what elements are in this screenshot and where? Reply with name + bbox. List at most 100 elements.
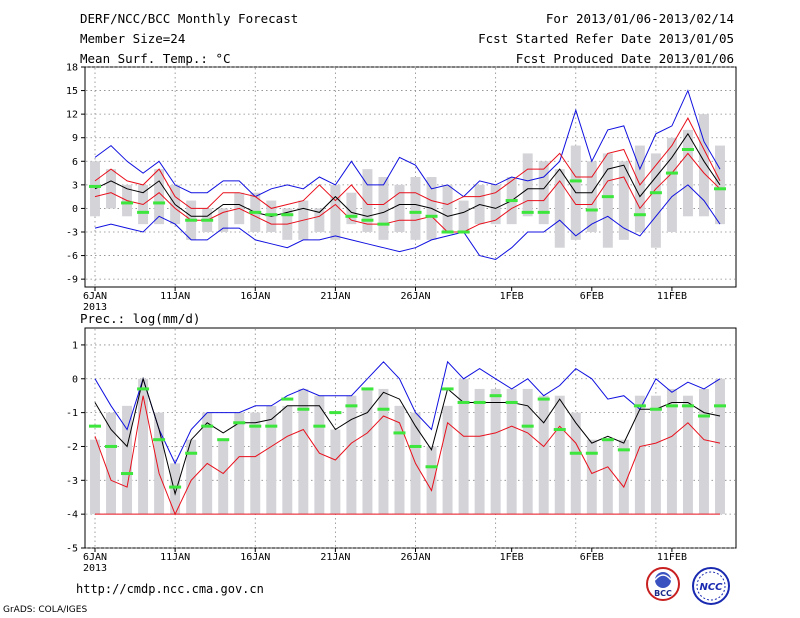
prec-observed-mark (137, 387, 150, 391)
temp-ytick-label: 18 (66, 63, 78, 74)
ncc-logo-ring (692, 567, 730, 605)
temp-spread-bar (666, 137, 677, 232)
temp-observed-mark (649, 191, 662, 195)
prec-spread-bar (394, 405, 405, 515)
prec-xtick-label: 6FEB (580, 552, 604, 563)
bcc-logo-swirl (654, 574, 672, 581)
prec-xtick-label: 16JAN (240, 552, 270, 563)
prec-spread-bar (90, 439, 100, 515)
temp-xtick-label: 11FEB (657, 291, 687, 302)
temp-observed-mark (281, 213, 294, 217)
prec-spread-bar (666, 388, 677, 515)
footer-url[interactable]: http://cmdp.ncc.cma.gov.cn (76, 582, 264, 596)
prec-spread-bar (122, 405, 133, 515)
temp-outer-min-line (94, 184, 721, 261)
prec-ytick-label: 0 (72, 374, 78, 385)
temp-spread-bar (602, 153, 613, 248)
temp-spread-bar (699, 114, 709, 217)
temp-spread-bar (634, 145, 645, 232)
prec-observed-mark (681, 404, 694, 408)
temp-observed-mark (441, 230, 454, 234)
prec-observed-mark (553, 428, 566, 432)
variable-label: Mean Surf. Temp.: °C (80, 51, 231, 66)
temp-observed-mark (153, 201, 166, 205)
prec-spread-bar (186, 439, 197, 515)
prec-observed-mark (121, 472, 134, 476)
prec-year-label: 2013 (83, 563, 107, 574)
prec-observed-mark (361, 387, 374, 391)
member-size: Member Size=24 (80, 31, 186, 46)
temp-panel: 18 15 12 9 6 3 0 -3 -6 -9 6JAN 11JAN 16JAN 21JAN 26JAN… (66, 63, 737, 313)
prec-ytick-label: -1 (66, 408, 78, 419)
temp-spread-bar (554, 169, 565, 248)
temp-ytick-label: -9 (66, 275, 78, 286)
prec-spread-bar (538, 395, 549, 515)
prec-observed-mark (313, 424, 326, 428)
prec-spread-bar (442, 405, 453, 515)
temp-xtick-label: 6JAN (83, 291, 107, 302)
prec-spread-bar (250, 412, 261, 515)
prec-spread-bar (106, 412, 116, 515)
prec-spread-bar (682, 395, 693, 515)
prec-xtick-label: 11FEB (657, 552, 687, 563)
prec-observed-mark (281, 397, 294, 401)
prec-ytick-label: -5 (66, 544, 78, 555)
prec-observed-mark (409, 444, 422, 448)
prec-observed-mark (633, 404, 646, 408)
prec-spread-bar (458, 378, 469, 515)
temp-observed-mark (89, 184, 101, 188)
temp-spread-bar (106, 169, 116, 209)
temp-ytick-label: 12 (66, 110, 78, 121)
temp-inner-min-line (94, 152, 721, 233)
temp-observed-mark (345, 214, 358, 218)
prec-observed-mark (393, 431, 406, 435)
temp-spread-bar (458, 200, 469, 232)
temp-spread-bar (650, 153, 661, 248)
prec-xtick-label: 11JAN (160, 552, 190, 563)
prec-observed-mark (345, 404, 358, 408)
temp-observed-mark (457, 230, 470, 234)
temp-xtick-label: 26JAN (400, 291, 430, 302)
prec-spread-bar (218, 439, 229, 515)
temp-observed-mark (265, 213, 278, 217)
prec-spread-bar (554, 395, 565, 515)
temp-spread-bar (346, 192, 357, 225)
prec-spread-bar (362, 388, 373, 515)
temp-spread-bar (490, 184, 501, 225)
temp-observed-mark (185, 218, 198, 222)
temp-spread-bar (314, 208, 325, 232)
temp-observed-mark (361, 218, 374, 222)
prec-observed-mark (297, 407, 310, 411)
prec-spread-bar (506, 388, 517, 515)
prec-observed-mark (521, 424, 534, 428)
temp-xtick-label: 16JAN (240, 291, 270, 302)
prec-spread-bar (378, 388, 389, 515)
prec-spread-bar (266, 405, 277, 515)
temp-observed-mark (377, 222, 390, 226)
temp-spread-bar (218, 208, 229, 232)
temp-spread-bar (154, 169, 165, 225)
temp-observed-mark (409, 210, 422, 214)
prec-spread-bar (634, 395, 645, 515)
prec-spread-bar (618, 439, 629, 515)
temp-spread-bar (522, 153, 533, 217)
prec-observed-mark (601, 438, 614, 442)
temp-spread-bar (330, 184, 341, 240)
prec-observed-mark (441, 387, 454, 391)
prec-ytick-label: -4 (66, 510, 78, 521)
prec-spread-bar (282, 405, 293, 515)
prec-spread-bar (314, 395, 325, 515)
prec-mean-line (94, 376, 721, 496)
prec-observed-mark (153, 438, 166, 442)
prec-observed-mark (505, 400, 518, 404)
prec-observed-mark (201, 424, 214, 428)
prec-xtick-label: 6JAN (83, 552, 107, 563)
prec-ytick-label: -2 (66, 442, 78, 453)
prec-spread-bar (234, 412, 245, 515)
temp-observed-mark (505, 199, 518, 203)
prec-observed-mark (425, 465, 438, 469)
ncc-logo-text: NCC (699, 582, 723, 593)
prec-observed-mark (473, 400, 486, 404)
prec-observed-mark (233, 421, 246, 425)
prec-xtick-label: 21JAN (320, 552, 350, 563)
